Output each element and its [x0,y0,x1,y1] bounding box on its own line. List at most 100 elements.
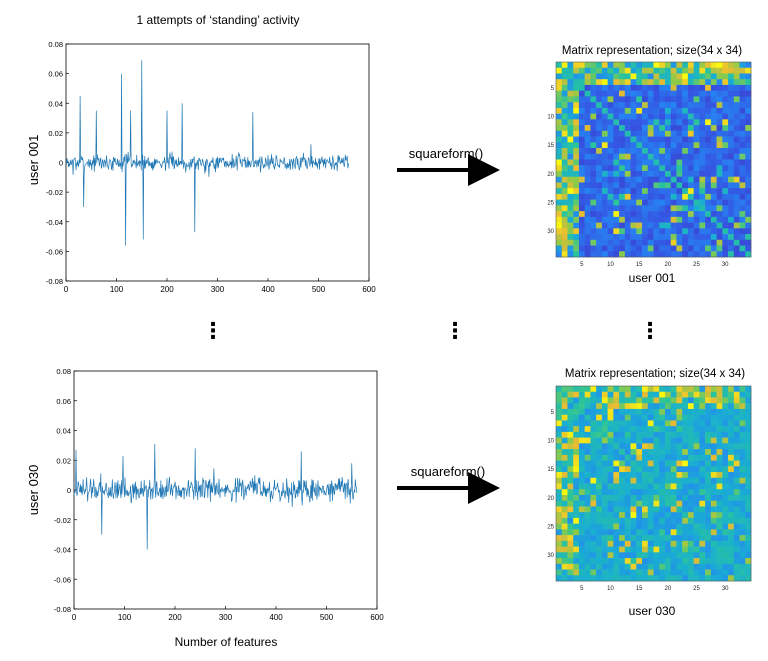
heatmap-cell [699,193,706,200]
heatmap-cell [578,540,585,547]
heatmap-cell [716,408,723,415]
heatmap-cell [664,454,672,461]
heatmap-cell [745,414,752,421]
heatmap-cell [556,431,563,438]
heatmap-cell [739,546,746,553]
heatmap-cell [722,125,729,132]
heatmap-cell [722,489,729,496]
heatmap-cell [687,483,694,490]
heatmap-cell [561,239,568,246]
heatmap-cell [653,113,660,120]
heatmap-cell [596,397,603,404]
heatmap-cell [584,472,591,479]
heatmap-cell [561,176,568,183]
heatmap-cell [659,84,666,91]
heatmap-cell [619,102,626,109]
heatmap-cell [722,454,729,461]
heatmap-cell [670,489,677,496]
heatmap-cell [664,113,672,120]
heatmap-cell [567,483,574,490]
heatmap-cell [642,575,649,582]
heatmap-cell [670,239,677,246]
heatmap-cell [607,222,614,229]
heatmap-cell [705,391,712,398]
heatmap-cell [716,234,723,241]
heatmap-cell [647,136,654,143]
heatmap-cell [687,500,694,507]
heatmap-cell [613,216,620,223]
heatmap-cell [647,159,654,166]
heatmap-cell [578,500,585,507]
heatmap-cell [630,408,637,415]
heatmap-cell [653,500,660,507]
heatmap-cell [664,107,672,114]
y-tick-label: 0.08 [48,40,63,49]
heatmap-cell [687,165,694,172]
heatmap-cell [613,165,620,172]
heatmap-cell [601,552,608,559]
heatmap-cell [687,449,694,456]
heatmap-cell [636,414,643,421]
heatmap-cell [601,113,608,120]
heatmap-cell [670,546,677,553]
heatmap-cell [578,142,585,149]
heatmap-cell [653,102,660,109]
heatmap-cell [716,454,723,461]
heatmap-cell [699,119,706,126]
heatmap-cell [578,182,585,189]
heatmap-cell [567,170,574,178]
heatmap-cell [659,483,666,490]
heatmap-cell [659,443,666,450]
heatmap-cell [578,96,585,103]
heatmap-cell [728,96,735,103]
heatmap-cell [619,535,626,542]
heatmap-cell [693,408,700,415]
heatmap-cell [659,386,666,393]
line-plot-user-001: 0 100 200 300 400 500 600-0.08-0.06-0.04-0.020… [46,40,376,294]
heatmap-cell [596,506,603,513]
heatmap-cell [710,125,717,132]
matrix-x-tick-label: 5 [580,586,584,592]
heatmap-cell [613,437,620,444]
heatmap-cell [556,540,563,547]
heatmap-cell [636,460,643,467]
heatmap-cell [567,403,574,410]
heatmap-cell [607,517,614,524]
heatmap-cell [682,182,689,189]
heatmap-cell [710,251,717,258]
heatmap-cell [699,245,706,252]
heatmap-cell [584,245,591,252]
heatmap-cell [584,148,591,155]
heatmap-cell [636,136,643,143]
heatmap-cell [699,136,706,143]
heatmap-cell [745,483,752,490]
heatmap-cell [699,107,706,114]
heatmap-cell [601,107,608,114]
heatmap-cell [647,153,654,160]
heatmap-cell [601,79,608,86]
heatmap-cell [710,558,717,565]
heatmap-cell [670,431,677,438]
heatmap-cell [687,403,694,410]
heatmap-cell [728,90,735,97]
heatmap-cell [733,477,740,484]
heatmap-cell [624,535,631,542]
heatmap-cell [578,569,585,576]
heatmap-cell [653,199,660,206]
heatmap-cell [642,119,649,126]
heatmap-cell [745,153,752,160]
heatmap-cell [630,188,637,195]
heatmap-cell [739,170,746,178]
heatmap-cell [659,437,666,444]
heatmap-cell [636,62,643,69]
ellipsis-left: ⋮ [202,318,224,343]
heatmap-cell [584,170,591,178]
heatmap-cell [659,216,666,223]
heatmap-cell [613,529,620,536]
heatmap-cell [739,466,746,473]
heatmap-cell [670,176,677,183]
heatmap-cell [664,523,672,530]
heatmap-cell [556,67,563,74]
heatmap-cell [670,136,677,143]
heatmap-cell [739,199,746,206]
